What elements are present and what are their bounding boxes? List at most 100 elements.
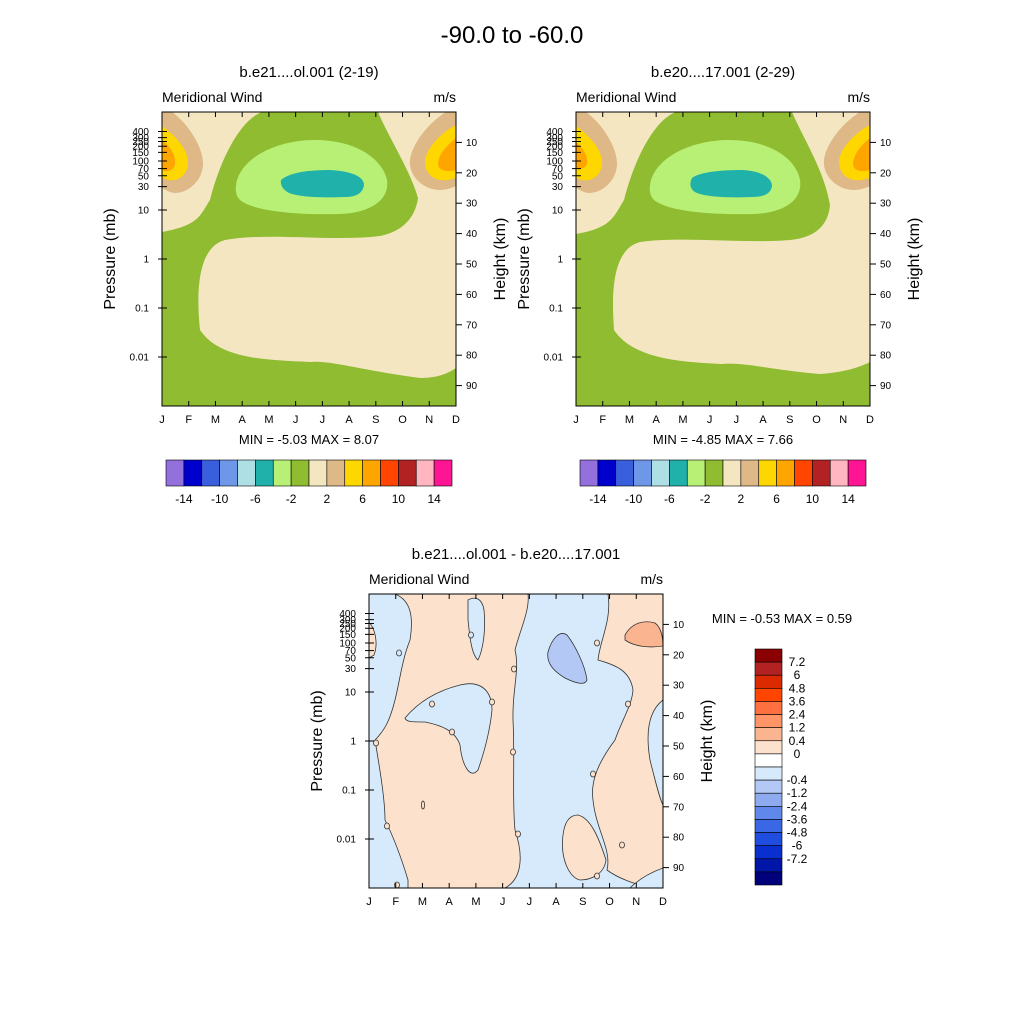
colorbar-swatch (812, 459, 831, 487)
colorbar-swatch (754, 714, 783, 728)
panel-3-min-label: MIN = (712, 611, 747, 626)
panel-3-max-label: MAX = (784, 611, 823, 626)
panel-3-contour-small-loop-3 (511, 665, 517, 673)
colorbar-swatch (669, 459, 688, 487)
colorbar-swatch (754, 779, 783, 794)
y-right-tick-label: 90 (673, 863, 685, 874)
panel-3-contour-small-loop-1 (396, 649, 402, 657)
panel-1-contour-teal (280, 170, 364, 198)
x-tick-label: O (605, 896, 614, 908)
panel-3-contour-small-loop-7 (373, 739, 379, 747)
panel-3-max-value: 0.59 (827, 611, 852, 626)
panel-1: b.e21....ol.001 (2-19) Meridional Wind m… (102, 64, 509, 506)
x-tick-label: J (320, 414, 326, 426)
colorbar-swatch (754, 701, 783, 715)
colorbar-label: 1.2 (789, 721, 806, 735)
panel-2-colorbar: -14 -10 -6 -2 2 6 10 14 (579, 459, 867, 506)
colorbar-label: 0 (794, 747, 801, 761)
colorbar-label: 2 (324, 492, 331, 506)
panel-3-contour-small-loop-16 (594, 872, 600, 880)
colorbar-swatch (290, 459, 310, 487)
y-right-tick-label: 10 (466, 138, 478, 149)
colorbar-label: 14 (841, 492, 855, 506)
x-tick-label: A (552, 896, 560, 908)
colorbar-swatch (754, 648, 783, 663)
colorbar-swatch (754, 858, 783, 873)
colorbar-label: -0.4 (787, 773, 808, 787)
colorbar-swatch (651, 459, 670, 487)
y-tick-label: 200 (546, 142, 563, 153)
panel-2-contour-orange-right (853, 138, 870, 172)
panel-3-ylabel: Pressure (mb) (309, 690, 326, 791)
x-tick-label: S (372, 414, 379, 426)
colorbar-label: 10 (392, 492, 406, 506)
panel-2-contour-orange-left (576, 142, 588, 169)
panel-2-contours (576, 112, 870, 406)
colorbar-label: 10 (806, 492, 820, 506)
colorbar-swatch (415, 459, 435, 487)
panel-3-contour-small-loop-14 (515, 830, 521, 838)
x-tick-label: A (239, 414, 247, 426)
y-tick-label: 10 (138, 206, 150, 217)
x-tick-label: D (452, 414, 460, 426)
panel-2-contour-teal (690, 170, 772, 198)
colorbar-swatch (740, 459, 760, 487)
x-tick-label: M (211, 414, 220, 426)
x-tick-label: N (839, 414, 847, 426)
colorbar-label: -3.6 (787, 812, 808, 826)
panel-3-stats: MIN = -0.53 MAX = 0.59 (712, 611, 852, 626)
colorbar-swatch (722, 459, 742, 487)
y-tick-label: 10 (552, 206, 564, 217)
y-tick-label: 0.1 (342, 786, 356, 797)
y-tick-label: 300 (132, 133, 149, 144)
colorbar-swatch (754, 871, 783, 886)
panel-2-max-label: MAX = (725, 432, 764, 447)
y-tick-label: 200 (132, 142, 149, 153)
x-tick-label: J (366, 896, 372, 908)
y-tick-label: 400 (546, 127, 563, 138)
panel-3-contour-small-loop-4 (594, 639, 600, 647)
panel-1-stats: MIN = -5.03 MAX = 8.07 (239, 432, 379, 447)
x-tick-label: A (759, 414, 767, 426)
colorbar-label: -2.4 (787, 799, 808, 813)
y-right-tick-label: 30 (673, 681, 685, 692)
panel-1-ylabel-right: Height (km) (492, 218, 509, 301)
y-tick-label: 150 (546, 148, 563, 159)
panel-3-contour-negative-right-bottom (629, 867, 663, 888)
y-tick-label: 400 (339, 609, 356, 620)
panel-2: b.e20....17.001 (2-29) Meridional Wind m… (516, 64, 923, 506)
colorbar-swatch (308, 459, 328, 487)
panel-3-contour-negative-right-edge (647, 699, 663, 806)
colorbar-swatch (344, 459, 363, 487)
colorbar-swatch (794, 459, 813, 487)
panel-2-y-axis-right: 90 80 70 60 50 40 30 20 10 (870, 138, 892, 392)
colorbar-label: -7.2 (787, 852, 808, 866)
colorbar-label: 6 (794, 668, 801, 682)
panel-3-contour-negative-upper-mid (467, 597, 486, 661)
colorbar-label: -6 (664, 492, 675, 506)
panel-3-right-string: m/s (640, 571, 663, 587)
colorbar-swatch (847, 459, 867, 487)
y-right-tick-label: 80 (673, 833, 685, 844)
panel-3-contour-small-loop-5 (429, 700, 435, 708)
colorbar-swatch (433, 459, 453, 487)
panel-2-title: b.e20....17.001 (2-29) (651, 64, 795, 81)
colorbar-label: 2.4 (789, 708, 806, 722)
colorbar-swatch (754, 832, 783, 846)
colorbar-swatch (754, 727, 783, 742)
colorbar-swatch (776, 459, 795, 487)
colorbar-label: 7.2 (789, 655, 806, 669)
y-right-tick-label: 60 (673, 772, 685, 783)
y-tick-label: 1 (143, 255, 149, 266)
y-tick-label: 50 (138, 171, 150, 182)
panel-2-right-string: m/s (847, 89, 870, 105)
colorbar-label: -1.2 (787, 786, 808, 800)
panel-1-contour-orange-left (162, 140, 176, 172)
panel-3-contour-negative-left (369, 594, 412, 888)
y-right-tick-label: 50 (673, 742, 685, 753)
x-tick-label: S (786, 414, 793, 426)
panel-3-contour-small-loop-9 (510, 748, 516, 756)
panel-1-max-value: 8.07 (354, 432, 379, 447)
panel-1-ylabel: Pressure (mb) (102, 208, 119, 309)
